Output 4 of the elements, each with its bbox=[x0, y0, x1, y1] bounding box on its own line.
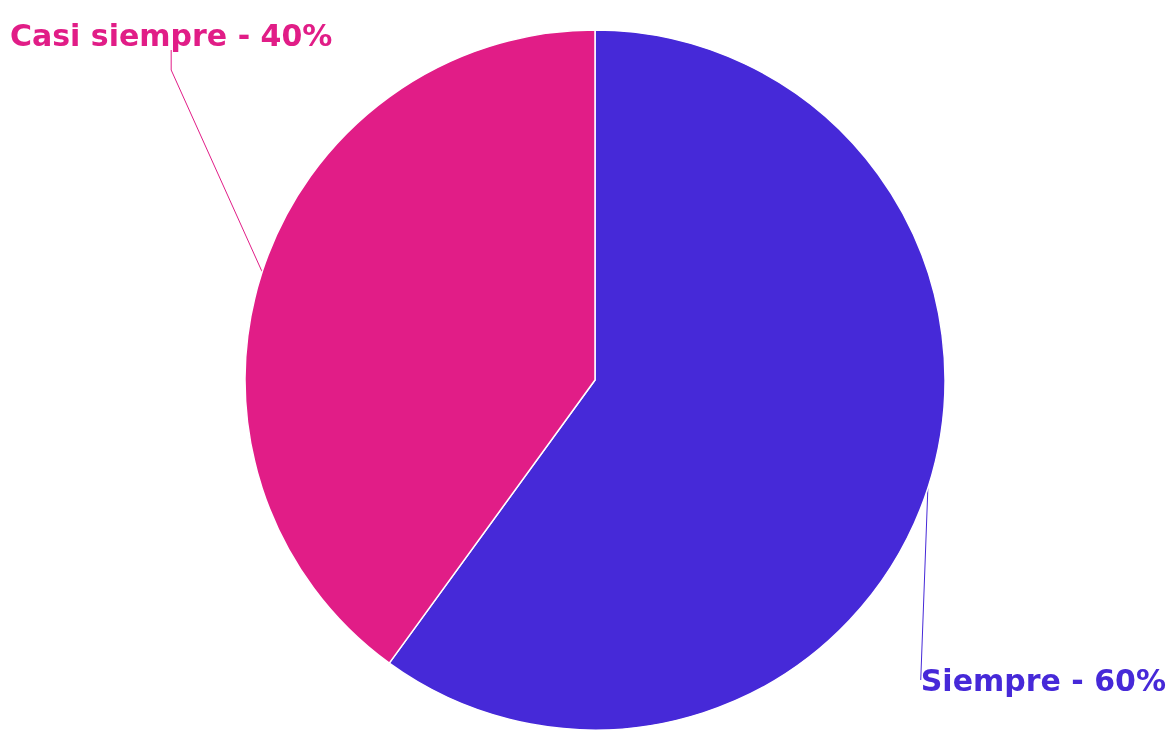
data-label: 60% bbox=[1094, 662, 1166, 698]
slice-label: Siempre - bbox=[920, 662, 1095, 698]
data-label: 40% bbox=[260, 17, 333, 53]
slice-label: Casi siempre - bbox=[10, 17, 261, 53]
